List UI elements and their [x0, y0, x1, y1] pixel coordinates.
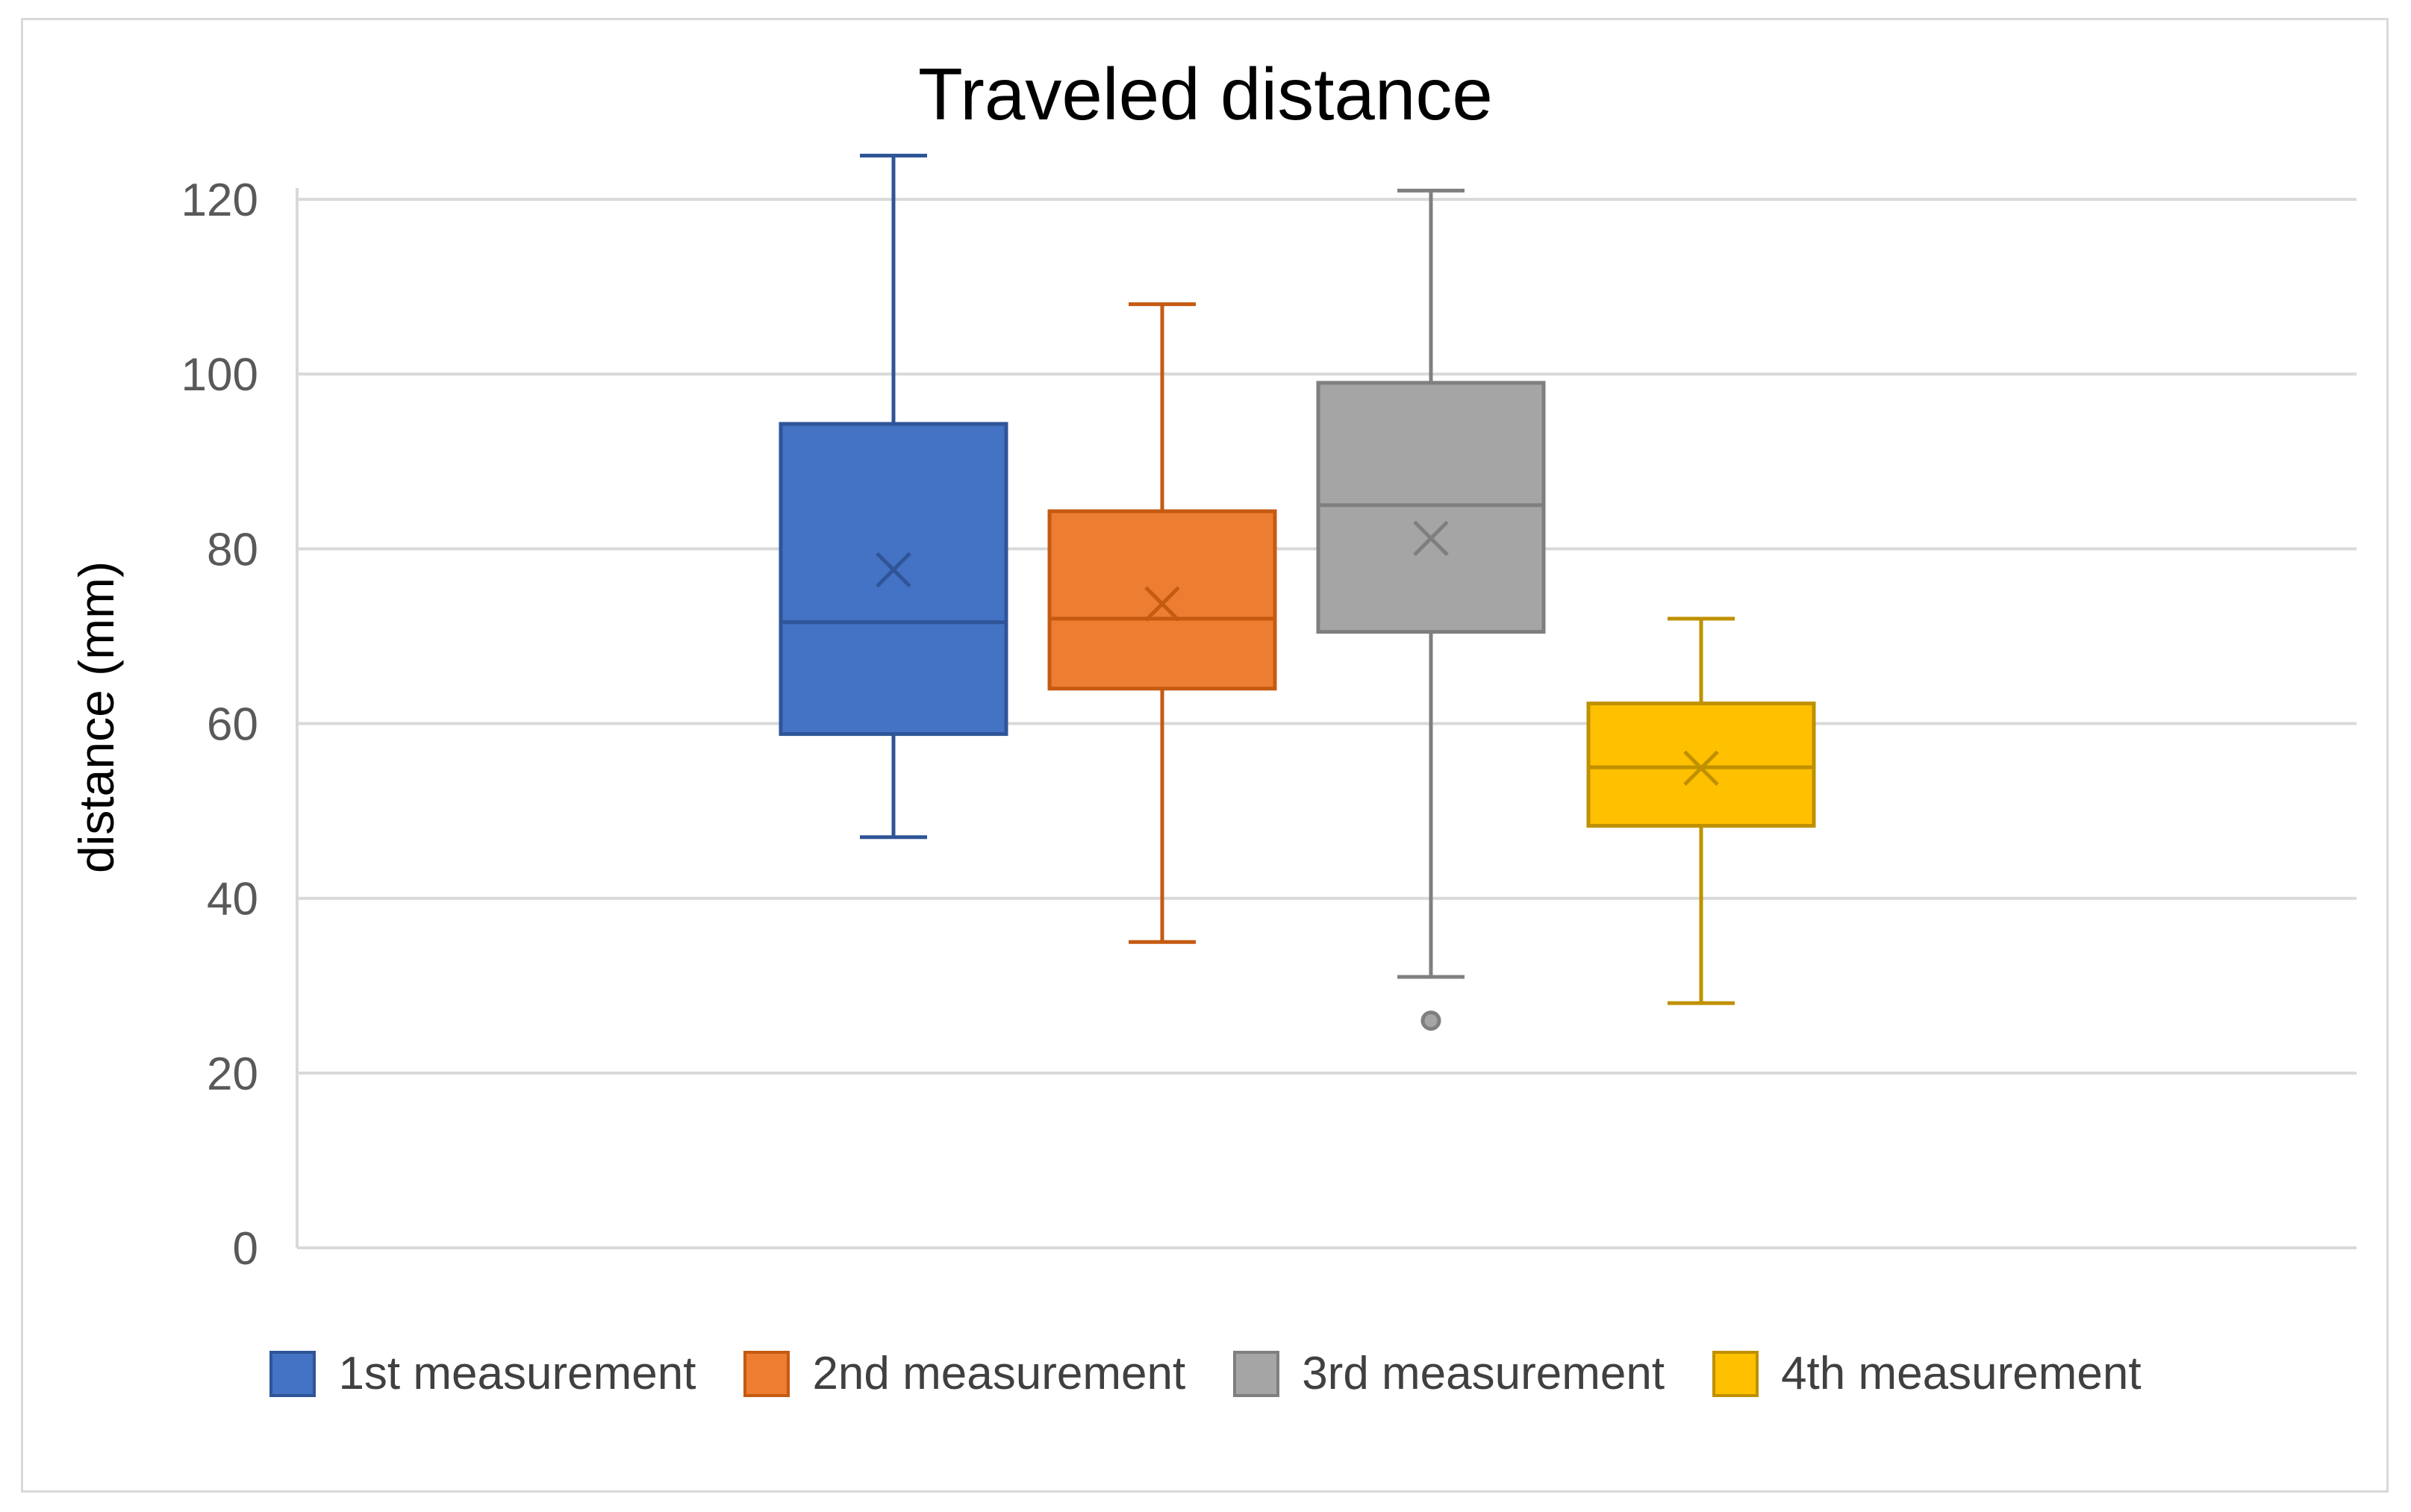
box-iqr: [1047, 509, 1277, 691]
legend-label: 1st measurement: [338, 1348, 696, 1399]
y-tick-label: 60: [207, 699, 258, 751]
chart-title: Traveled distance: [918, 53, 1493, 135]
y-tick-label: 120: [181, 175, 258, 226]
legend-label: 2nd measurement: [812, 1348, 1186, 1399]
legend-swatch: [269, 1350, 316, 1397]
mean-marker: [876, 552, 911, 588]
legend-label: 4th measurement: [1781, 1348, 2142, 1399]
y-tick-label: 100: [181, 349, 258, 401]
y-tick-label: 80: [207, 524, 258, 575]
y-tick-label: 20: [207, 1049, 258, 1100]
legend-item: 4th measurement: [1712, 1347, 2142, 1400]
chart-legend: 1st measurement 2nd measurement 3rd measur…: [0, 1347, 2411, 1400]
legend-label: 3rd measurement: [1302, 1348, 1665, 1399]
mean-marker: [1144, 586, 1180, 622]
box-iqr: [779, 422, 1008, 737]
legend-item: 3rd measurement: [1233, 1347, 1665, 1400]
legend-swatch: [1233, 1350, 1280, 1397]
legend-swatch: [1712, 1350, 1759, 1397]
mean-marker: [1413, 520, 1449, 557]
y-tick-label: 40: [207, 874, 258, 925]
mean-marker: [1683, 750, 1719, 787]
box-iqr: [1586, 702, 1816, 828]
legend-swatch: [743, 1350, 790, 1397]
y-tick-label: 0: [233, 1223, 258, 1275]
legend-item: 1st measurement: [269, 1347, 696, 1400]
legend-item: 2nd measurement: [743, 1347, 1185, 1400]
box-iqr: [1316, 381, 1546, 634]
y-axis-label: distance (mm): [69, 561, 124, 873]
outlier-point: [1420, 1010, 1441, 1031]
